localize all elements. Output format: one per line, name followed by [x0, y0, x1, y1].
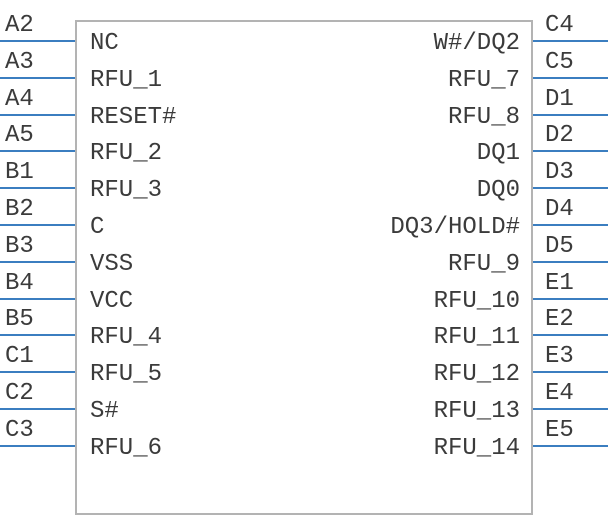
pin-line-right	[533, 298, 608, 300]
func-label-left: RFU_1	[90, 67, 162, 94]
pin-label: A2	[5, 12, 34, 39]
pin-label: D4	[545, 196, 574, 223]
pin-line-right	[533, 371, 608, 373]
pin-line-left	[0, 334, 75, 336]
func-label-right: RFU_13	[434, 398, 520, 425]
pin-line-right	[533, 224, 608, 226]
func-label-left: RFU_4	[90, 324, 162, 351]
func-label-right: RFU_12	[434, 361, 520, 388]
pin-line-left	[0, 77, 75, 79]
pin-line-right	[533, 150, 608, 152]
func-label-left: NC	[90, 30, 119, 57]
pin-label: B4	[5, 270, 34, 297]
pin-line-left	[0, 371, 75, 373]
pin-line-right	[533, 408, 608, 410]
pin-line-left	[0, 298, 75, 300]
func-label-right: W#/DQ2	[434, 30, 520, 57]
func-label-right: RFU_9	[448, 251, 520, 278]
func-label-left: VSS	[90, 251, 133, 278]
pin-label: E4	[545, 380, 574, 407]
func-label-left: S#	[90, 398, 119, 425]
pin-label: E5	[545, 417, 574, 444]
func-label-left: RESET#	[90, 104, 176, 131]
pin-line-left	[0, 114, 75, 116]
func-label-right: DQ0	[477, 177, 520, 204]
pin-label: A3	[5, 49, 34, 76]
pin-line-left	[0, 187, 75, 189]
pin-label: C1	[5, 343, 34, 370]
pin-line-left	[0, 445, 75, 447]
pin-label: D5	[545, 233, 574, 260]
pin-label: D1	[545, 86, 574, 113]
pin-label: E2	[545, 306, 574, 333]
func-label-right: DQ3/HOLD#	[390, 214, 520, 241]
pin-label: A5	[5, 122, 34, 149]
func-label-left: RFU_3	[90, 177, 162, 204]
func-label-right: RFU_10	[434, 288, 520, 315]
pin-line-left	[0, 224, 75, 226]
pin-line-right	[533, 187, 608, 189]
pin-line-right	[533, 114, 608, 116]
func-label-right: DQ1	[477, 140, 520, 167]
func-label-right: RFU_11	[434, 324, 520, 351]
pin-label: C4	[545, 12, 574, 39]
pin-label: E1	[545, 270, 574, 297]
func-label-right: RFU_8	[448, 104, 520, 131]
func-label-left: VCC	[90, 288, 133, 315]
pin-label: B1	[5, 159, 34, 186]
pin-label: C3	[5, 417, 34, 444]
pin-label: C2	[5, 380, 34, 407]
pin-label: A4	[5, 86, 34, 113]
pin-label: B3	[5, 233, 34, 260]
pin-label: B2	[5, 196, 34, 223]
pin-line-left	[0, 261, 75, 263]
func-label-left: RFU_6	[90, 435, 162, 462]
pin-line-right	[533, 77, 608, 79]
func-label-right: RFU_7	[448, 67, 520, 94]
pin-line-left	[0, 150, 75, 152]
func-label-left: C	[90, 214, 104, 241]
pin-label: D2	[545, 122, 574, 149]
pin-label: D3	[545, 159, 574, 186]
pin-line-right	[533, 40, 608, 42]
func-label-right: RFU_14	[434, 435, 520, 462]
pin-label: C5	[545, 49, 574, 76]
func-label-left: RFU_5	[90, 361, 162, 388]
func-label-left: RFU_2	[90, 140, 162, 167]
pin-line-right	[533, 334, 608, 336]
pin-line-left	[0, 40, 75, 42]
pin-line-right	[533, 445, 608, 447]
pin-label: B5	[5, 306, 34, 333]
pin-line-right	[533, 261, 608, 263]
pin-label: E3	[545, 343, 574, 370]
pin-line-left	[0, 408, 75, 410]
